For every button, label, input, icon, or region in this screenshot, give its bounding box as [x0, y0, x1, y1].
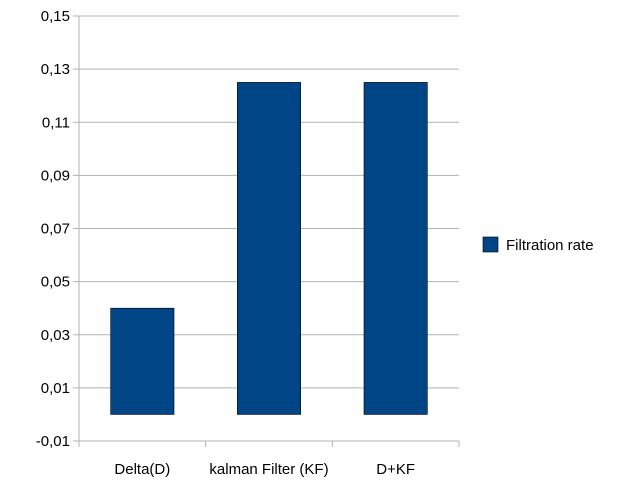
y-tick-label: 0,09: [41, 167, 70, 184]
legend-label-filtration-rate: Filtration rate: [506, 237, 594, 254]
y-tick-label: 0,05: [41, 274, 70, 291]
y-tick-labels: -0,01 0,01 0,03 0,05 0,07 0,09 0,11 0,13 0,15: [36, 8, 70, 450]
y-tick-label: 0,15: [41, 8, 70, 25]
y-tick-label: 0,01: [41, 380, 70, 397]
x-tick-labels: Delta(D) kalman Filter (KF) D+KF: [114, 461, 415, 478]
legend-swatch-filtration-rate: [482, 236, 499, 253]
y-tick-label: 0,03: [41, 327, 70, 344]
legend: Filtration rate: [482, 236, 594, 254]
bar-d-kf: [363, 82, 428, 415]
y-tick-label: 0,11: [42, 114, 70, 131]
y-tick-label: 0,13: [41, 61, 70, 78]
axes: [73, 15, 460, 447]
y-tick-label: 0,07: [41, 221, 70, 238]
x-tick-label: kalman Filter (KF): [209, 461, 328, 478]
bar-kalman-filter-kf: [237, 82, 301, 415]
bar-delta-d: [110, 307, 175, 415]
y-tick-label: -0,01: [36, 433, 70, 450]
x-tick-label: Delta(D): [114, 461, 170, 478]
x-tick-label: D+KF: [376, 461, 415, 478]
bars: [110, 82, 428, 415]
